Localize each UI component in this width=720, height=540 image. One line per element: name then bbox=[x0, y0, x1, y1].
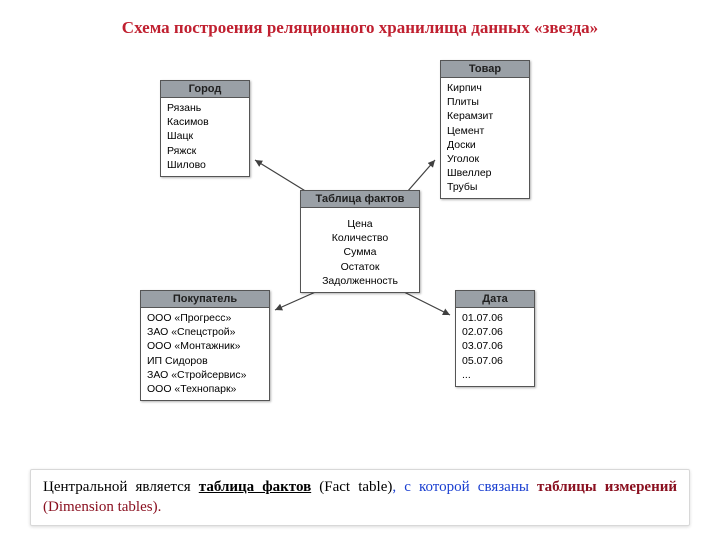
caption-dimension-term: таблицы измерений bbox=[537, 479, 677, 495]
table-row: ООО «Прогресс» bbox=[147, 311, 263, 325]
table-row: Рязань bbox=[167, 101, 243, 115]
arrow bbox=[400, 290, 450, 315]
dimension-table-date: Дата 01.07.0602.07.0603.07.0605.07.06... bbox=[455, 290, 535, 387]
table-row: Уголок bbox=[447, 152, 523, 166]
table-body: КирпичПлитыКерамзитЦементДоскиУголокШвел… bbox=[441, 78, 529, 198]
table-row: Задолженность bbox=[307, 274, 413, 288]
table-row: Швеллер bbox=[447, 166, 523, 180]
dimension-table-product: Товар КирпичПлитыКерамзитЦементДоскиУгол… bbox=[440, 60, 530, 199]
caption-text: (Dimension tables) bbox=[43, 499, 158, 515]
table-row: Кирпич bbox=[447, 81, 523, 95]
table-row: 03.07.06 bbox=[462, 339, 528, 353]
table-row: Шилово bbox=[167, 158, 243, 172]
table-header: Таблица фактов bbox=[301, 191, 419, 208]
caption-text: Центральной является bbox=[43, 479, 199, 495]
star-schema-diagram: Город РязаньКасимовШацкРяжскШилово Товар… bbox=[110, 50, 610, 430]
caption-text: с которой связаны bbox=[404, 479, 537, 495]
caption-text: , bbox=[392, 479, 404, 495]
arrow bbox=[275, 290, 320, 310]
table-body: РязаньКасимовШацкРяжскШилово bbox=[161, 98, 249, 176]
table-row: Сумма bbox=[307, 245, 413, 259]
caption-fact-term: таблица фактов bbox=[199, 479, 311, 495]
caption-text: (Fact table) bbox=[311, 479, 392, 495]
table-row: Шацк bbox=[167, 129, 243, 143]
table-row: 02.07.06 bbox=[462, 325, 528, 339]
table-header: Дата bbox=[456, 291, 534, 308]
table-row: Керамзит bbox=[447, 109, 523, 123]
table-row: Касимов bbox=[167, 115, 243, 129]
table-row: Цена bbox=[307, 217, 413, 231]
table-row: ЗАО «Стройсервис» bbox=[147, 368, 263, 382]
table-header: Город bbox=[161, 81, 249, 98]
table-row: ООО «Монтажник» bbox=[147, 339, 263, 353]
table-row: Количество bbox=[307, 231, 413, 245]
caption-text: . bbox=[158, 499, 162, 515]
fact-table: Таблица фактов ЦенаКоличествоСуммаОстато… bbox=[300, 190, 420, 293]
table-row: ИП Сидоров bbox=[147, 354, 263, 368]
dimension-table-buyer: Покупатель ООО «Прогресс»ЗАО «Спецстрой»… bbox=[140, 290, 270, 401]
table-row: ЗАО «Спецстрой» bbox=[147, 325, 263, 339]
table-row: Плиты bbox=[447, 95, 523, 109]
table-row: Доски bbox=[447, 138, 523, 152]
table-body: ЦенаКоличествоСуммаОстатокЗадолженность bbox=[301, 208, 419, 292]
table-row: Остаток bbox=[307, 260, 413, 274]
table-header: Товар bbox=[441, 61, 529, 78]
fact-rows: ЦенаКоличествоСуммаОстатокЗадолженность bbox=[307, 217, 413, 288]
table-row: ООО «Технопарк» bbox=[147, 382, 263, 396]
table-row: Цемент bbox=[447, 124, 523, 138]
table-header: Покупатель bbox=[141, 291, 269, 308]
dimension-table-city: Город РязаньКасимовШацкРяжскШилово bbox=[160, 80, 250, 177]
caption: Центральной является таблица фактов (Fac… bbox=[30, 469, 690, 526]
table-body: ООО «Прогресс»ЗАО «Спецстрой»ООО «Монтаж… bbox=[141, 308, 269, 400]
table-body: 01.07.0602.07.0603.07.0605.07.06... bbox=[456, 308, 534, 386]
table-row: Трубы bbox=[447, 180, 523, 194]
table-row: 05.07.06 bbox=[462, 354, 528, 368]
table-row: ... bbox=[462, 368, 528, 382]
table-row: Ряжск bbox=[167, 144, 243, 158]
page-title: Схема построения реляционного хранилища … bbox=[0, 18, 720, 38]
table-row: 01.07.06 bbox=[462, 311, 528, 325]
